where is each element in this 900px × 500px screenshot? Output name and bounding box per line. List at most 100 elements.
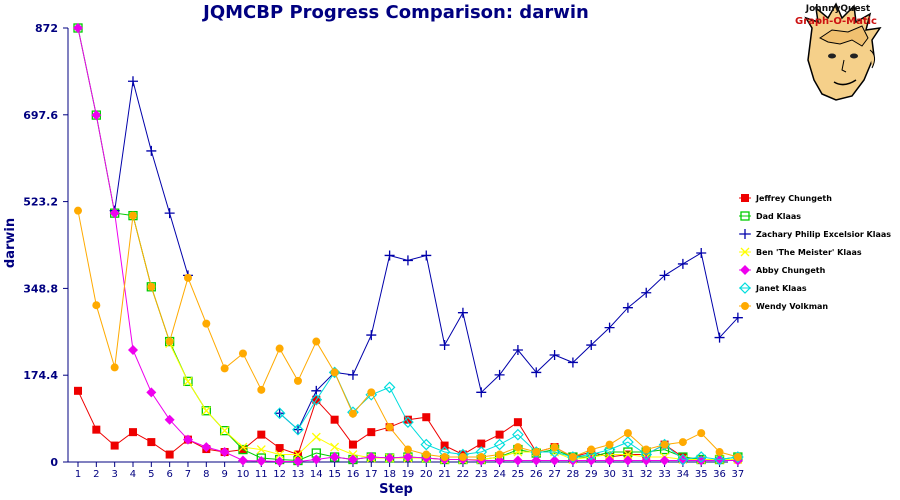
data-point: [110, 441, 119, 450]
data-point: [476, 387, 487, 398]
data-point: [273, 407, 286, 420]
data-point: [403, 445, 412, 454]
data-point: [513, 418, 522, 427]
x-tick-label: 2: [93, 469, 99, 480]
legend-item: Ben 'The Meister' Klaas: [739, 247, 862, 257]
y-tick-label: 872: [35, 22, 58, 35]
legend-label: Janet Klaas: [755, 284, 807, 293]
data-point: [477, 439, 486, 448]
data-point: [513, 443, 522, 452]
legend-label: Ben 'The Meister' Klaas: [756, 248, 862, 257]
logo: JohnnyQuest Graph-O-Matic: [795, 2, 882, 101]
data-point: [147, 282, 156, 291]
legend-marker: [741, 302, 749, 310]
data-point: [422, 450, 431, 459]
x-tick-label: 34: [677, 469, 690, 480]
data-point: [330, 368, 339, 377]
data-point: [605, 440, 614, 449]
data-point: [127, 76, 138, 87]
data-point: [512, 455, 523, 466]
x-tick-label: 6: [166, 469, 172, 480]
x-tick-label: 29: [585, 469, 598, 480]
legend: Jeffrey Chungeth Dad Klaas Zachary Philip …: [739, 194, 891, 311]
x-tick-label: 30: [603, 469, 616, 480]
data-point: [367, 428, 376, 437]
x-tick-label: 5: [148, 469, 154, 480]
x-tick-label: 7: [185, 469, 191, 480]
data-point: [659, 455, 670, 466]
data-point: [293, 376, 302, 385]
data-point: [512, 428, 524, 441]
data-point: [92, 301, 101, 310]
data-point: [237, 455, 248, 466]
data-point: [310, 393, 323, 406]
data-point: [402, 452, 413, 463]
series-3: [109, 76, 743, 435]
data-point: [549, 349, 560, 360]
data-point: [695, 451, 708, 463]
x-tick-label: 23: [475, 469, 488, 480]
data-point: [494, 369, 505, 380]
data-point: [73, 23, 83, 33]
data-point: [587, 445, 596, 454]
data-point: [532, 448, 541, 457]
data-point: [439, 340, 450, 351]
data-point: [311, 432, 321, 442]
data-point: [183, 376, 193, 386]
data-point: [531, 455, 542, 466]
x-tick-label: 1: [75, 469, 81, 480]
logo-top-text: JohnnyQuest: [805, 4, 871, 14]
legend-marker: [740, 229, 750, 239]
data-point: [109, 208, 120, 219]
y-tick-label: 174.4: [23, 369, 58, 382]
data-point: [477, 453, 486, 462]
data-point: [384, 453, 395, 464]
data-point: [201, 442, 212, 453]
data-point: [458, 453, 467, 462]
data-point: [585, 448, 598, 461]
data-point: [311, 454, 322, 465]
data-point: [420, 438, 433, 451]
data-point: [640, 448, 653, 461]
data-point: [604, 322, 615, 333]
x-tick-label: 36: [713, 469, 726, 480]
x-tick-label: 35: [695, 469, 708, 480]
data-point: [219, 425, 230, 436]
x-tick-label: 24: [493, 469, 506, 480]
x-tick-label: 33: [658, 469, 671, 480]
legend-marker: [740, 211, 750, 221]
data-point: [165, 337, 174, 346]
data-point: [128, 211, 137, 220]
data-point: [642, 445, 651, 454]
data-point: [329, 452, 340, 463]
data-point: [330, 442, 340, 452]
data-point: [697, 429, 706, 438]
data-point: [183, 273, 192, 282]
y-tick-label: 0: [50, 456, 58, 469]
data-point: [275, 450, 285, 459]
data-point: [383, 381, 396, 394]
data-point: [74, 386, 82, 395]
data-point: [440, 441, 449, 450]
x-tick-label: 14: [310, 469, 323, 480]
x-tick-label: 16: [347, 469, 360, 480]
data-point: [312, 337, 321, 346]
x-tick-label: 8: [203, 469, 209, 480]
x-ticks: 1 2 3 4 5 6 7 8 9 10 11 12 13 14 15 16 17 18 19 20 21 22 23 24 2…: [75, 462, 744, 480]
data-point: [715, 448, 724, 457]
data-point: [568, 453, 577, 462]
data-point: [201, 406, 211, 416]
data-point: [696, 455, 707, 466]
logo-bottom-text: Graph-O-Matic: [795, 16, 877, 27]
data-point: [641, 287, 652, 298]
data-point: [257, 430, 266, 439]
data-point: [92, 425, 101, 434]
data-point: [403, 415, 412, 424]
legend-label: Abby Chungeth: [756, 266, 826, 275]
data-point: [219, 447, 230, 458]
data-point: [622, 436, 634, 448]
data-point: [238, 444, 248, 455]
data-point: [164, 208, 175, 219]
